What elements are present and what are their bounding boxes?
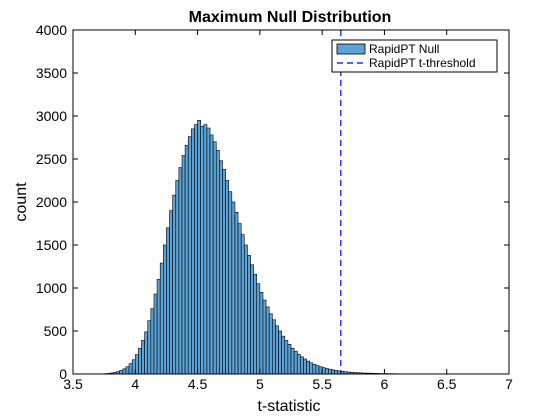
histogram-bar [153, 293, 158, 375]
histogram-bars [97, 120, 460, 375]
y-tick-label: 3500 [36, 65, 67, 81]
histogram-bar [268, 313, 273, 375]
y-tick-label: 500 [44, 323, 68, 339]
y-axis-label: count [13, 182, 30, 222]
chart-title: Maximum Null Distribution [189, 9, 392, 26]
histogram-bar [159, 262, 164, 375]
histogram-bar [197, 120, 201, 375]
y-tick-label: 2500 [36, 151, 67, 167]
y-tick-label: 4000 [36, 22, 67, 38]
x-tick-label: 6.5 [437, 376, 457, 392]
histogram-bar [212, 141, 217, 375]
y-tick-label: 1000 [36, 280, 67, 296]
histogram-bar [203, 124, 208, 375]
histogram-bar [200, 126, 205, 375]
x-tick-label: 4 [131, 376, 139, 392]
histogram-bar [194, 124, 198, 375]
histogram-bar [284, 340, 289, 375]
histogram-bar [191, 128, 195, 375]
plot-frame [72, 29, 510, 375]
histogram-bar [184, 144, 189, 375]
x-tick-label: 5.5 [312, 376, 332, 392]
x-tick-label: 7 [505, 376, 513, 392]
histogram-bar [225, 180, 230, 375]
histogram-bar [262, 299, 267, 375]
histogram-bar [315, 365, 320, 375]
x-tick-label: 6 [381, 376, 389, 392]
histogram-bar [250, 264, 254, 375]
histogram-bar [281, 335, 286, 375]
histogram-bar [144, 331, 149, 375]
histogram-bar [187, 136, 192, 375]
histogram-bar [312, 364, 317, 375]
histogram-bar [222, 169, 226, 375]
legend-label-null: RapidPT Null [369, 42, 439, 56]
histogram-bar [265, 306, 270, 375]
histogram-bar [306, 360, 310, 375]
histogram-bar [303, 358, 307, 375]
histogram-bar [172, 194, 177, 375]
histogram-bar [293, 350, 298, 375]
y-tick-label: 0 [59, 366, 67, 382]
histogram-bar [247, 255, 251, 375]
histogram-bar [163, 244, 167, 375]
histogram-bar [328, 368, 332, 375]
histogram-bar [278, 330, 282, 375]
histogram-bar [300, 356, 304, 375]
histogram-bar [128, 363, 133, 375]
histogram-bar [141, 340, 145, 375]
x-axis-label: t-statistic [257, 398, 320, 415]
legend-swatch-null [336, 43, 366, 55]
histogram-bar [181, 155, 186, 375]
histogram-bar [256, 283, 261, 375]
histogram-bar [309, 362, 314, 375]
histogram-bar [156, 279, 161, 375]
histogram-bar [334, 370, 339, 375]
histogram-bar [138, 347, 142, 375]
histogram-bar [259, 291, 264, 375]
histogram-bar [147, 320, 152, 375]
histogram-bar [125, 366, 130, 375]
y-axis-ticks: 0 500 1000 1500 2000 2500 3000 3500 4000 [36, 22, 509, 382]
histogram-bar [122, 368, 127, 375]
histogram-bar [231, 201, 236, 375]
x-axis-ticks: 3.5 4 4.5 5 5.5 6 6.5 7 [63, 30, 513, 392]
histogram-bar [209, 134, 214, 375]
histogram-bar [290, 347, 295, 375]
x-tick-label: 5 [256, 376, 264, 392]
histogram-bar [331, 369, 335, 375]
y-tick-label: 2000 [36, 194, 67, 210]
x-tick-label: 3.5 [63, 376, 83, 392]
x-tick-label: 4.5 [188, 376, 208, 392]
histogram-bar [119, 370, 124, 375]
histogram-bar [175, 180, 180, 375]
histogram-bar [253, 273, 258, 375]
histogram-bar [215, 150, 220, 375]
histogram-bar [275, 325, 279, 375]
histogram-bar [234, 212, 239, 375]
histogram-bar [243, 244, 248, 375]
histogram-bar [296, 353, 301, 375]
histogram-bar [150, 308, 155, 375]
histogram-bar [287, 344, 292, 375]
histogram-bar [240, 234, 245, 375]
histogram-bar [178, 167, 183, 375]
y-tick-label: 1500 [36, 237, 67, 253]
histogram-bar [166, 227, 170, 375]
legend: RapidPT Null RapidPT t-threshold [331, 39, 498, 73]
histogram-bar [272, 319, 276, 375]
histogram-bar [324, 368, 329, 375]
histogram-bar [237, 223, 242, 375]
histogram-bar [206, 127, 211, 375]
histogram-bar [228, 191, 233, 375]
histogram-bar [169, 210, 173, 375]
y-tick-label: 3000 [36, 108, 67, 124]
histogram-bar [219, 160, 223, 375]
legend-label-threshold: RapidPT t-threshold [369, 56, 476, 70]
